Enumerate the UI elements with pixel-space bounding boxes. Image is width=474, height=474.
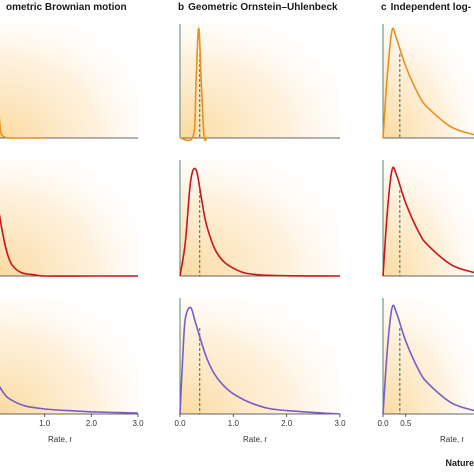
panel-shade-a-2	[0, 160, 138, 276]
panel-letter-b: b	[178, 2, 185, 13]
series-line-a-2	[0, 213, 138, 277]
x-tick-label-b-3-1: 1.0	[227, 419, 239, 428]
x-tick-label-b-3-0: 0.0	[174, 419, 186, 428]
x-tick-label-a-3-2: 2.0	[85, 419, 97, 428]
series-line-b-2	[179, 167, 341, 277]
x-tick-label-b-3-3: 3.0	[334, 419, 346, 428]
panel-letter-c: c	[381, 2, 387, 13]
series-line-c-2	[382, 166, 474, 277]
series-line-a-1	[0, 116, 45, 139]
x-tick-label-c-3-0.5: 0.5	[400, 419, 412, 428]
panel-title-b: b Geometric Ornstein–Uhlenbeck	[178, 2, 338, 13]
x-tick-label-c-3-0: 0.0	[377, 419, 389, 428]
panel-shade-a-3	[0, 298, 138, 414]
x-tick-label-b-3-2: 2.0	[281, 419, 293, 428]
panel-title-text-a: ometric Brownian motion	[6, 2, 127, 13]
panel-title-c: c Independent log-	[381, 2, 471, 13]
panel-shade-a-1	[0, 24, 138, 138]
panel-title-text-b: Geometric Ornstein–Uhlenbeck	[188, 2, 338, 13]
series-line-a-3	[0, 385, 139, 414]
panel-title-text-c: Independent log-	[390, 2, 472, 13]
panel-shade-b-2	[180, 160, 340, 276]
x-axis-label-b: Rate, r	[243, 435, 268, 444]
credit-text: Nature	[445, 458, 474, 468]
panel-shade-b-3	[180, 298, 340, 414]
series-line-c-3	[382, 304, 474, 415]
series-line-b-3	[179, 306, 341, 415]
panel-shade-b-1	[180, 24, 340, 138]
series-line-c-1	[382, 27, 474, 139]
panel-title-a: ometric Brownian motion	[2, 2, 127, 13]
x-axis-label-c: Rate, r	[440, 435, 465, 444]
series-line-b-1	[179, 27, 208, 142]
x-tick-label-a-3-3: 3.0	[132, 419, 144, 428]
x-tick-label-a-3-1: 1.0	[39, 419, 51, 428]
x-axis-label-a: Rate, r	[48, 435, 73, 444]
